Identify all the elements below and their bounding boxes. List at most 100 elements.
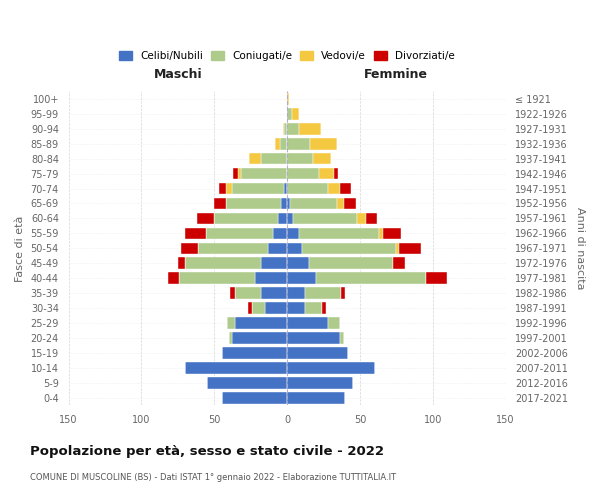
Bar bbox=[287, 153, 313, 164]
Bar bbox=[230, 288, 235, 299]
Bar bbox=[206, 228, 272, 239]
Bar bbox=[179, 272, 255, 284]
Bar bbox=[283, 123, 284, 134]
Bar bbox=[287, 288, 305, 299]
Bar bbox=[383, 228, 401, 239]
Bar bbox=[328, 317, 340, 329]
Bar bbox=[287, 138, 310, 149]
Bar bbox=[287, 272, 316, 284]
Bar bbox=[226, 182, 232, 194]
Bar bbox=[229, 332, 232, 344]
Bar bbox=[399, 242, 421, 254]
Bar bbox=[207, 377, 287, 388]
Bar bbox=[278, 212, 287, 224]
Bar bbox=[328, 182, 340, 194]
Bar bbox=[238, 168, 241, 179]
Bar bbox=[287, 212, 293, 224]
Bar bbox=[287, 347, 349, 359]
Bar bbox=[221, 347, 287, 359]
Bar bbox=[272, 228, 287, 239]
Bar bbox=[334, 168, 338, 179]
Bar bbox=[268, 242, 287, 254]
Bar bbox=[397, 242, 399, 254]
Bar bbox=[214, 198, 226, 209]
Bar bbox=[366, 212, 377, 224]
Bar bbox=[287, 317, 328, 329]
Bar bbox=[292, 108, 299, 120]
Bar bbox=[261, 153, 287, 164]
Bar bbox=[394, 258, 405, 269]
Bar bbox=[287, 123, 299, 134]
Bar bbox=[185, 228, 206, 239]
Bar bbox=[287, 242, 302, 254]
Bar bbox=[316, 272, 425, 284]
Bar bbox=[287, 93, 289, 104]
Bar bbox=[310, 138, 337, 149]
Bar bbox=[287, 362, 374, 374]
Bar bbox=[185, 258, 261, 269]
Y-axis label: Fasce di età: Fasce di età bbox=[15, 215, 25, 282]
Text: Femmine: Femmine bbox=[364, 68, 428, 81]
Bar bbox=[287, 198, 290, 209]
Bar bbox=[305, 288, 341, 299]
Bar bbox=[284, 123, 287, 134]
Bar bbox=[299, 123, 320, 134]
Bar bbox=[287, 168, 319, 179]
Bar bbox=[293, 212, 357, 224]
Bar bbox=[341, 288, 346, 299]
Bar bbox=[197, 212, 214, 224]
Bar bbox=[305, 302, 322, 314]
Bar bbox=[185, 362, 287, 374]
Bar bbox=[302, 242, 397, 254]
Bar bbox=[226, 198, 281, 209]
Bar bbox=[214, 212, 278, 224]
Bar bbox=[178, 258, 185, 269]
Text: Popolazione per età, sesso e stato civile - 2022: Popolazione per età, sesso e stato civil… bbox=[30, 445, 384, 458]
Bar bbox=[287, 392, 346, 404]
Bar bbox=[235, 288, 261, 299]
Bar bbox=[287, 182, 328, 194]
Bar bbox=[281, 198, 287, 209]
Bar bbox=[287, 302, 305, 314]
Bar bbox=[275, 138, 280, 149]
Bar bbox=[299, 228, 379, 239]
Bar bbox=[309, 258, 394, 269]
Bar bbox=[261, 288, 287, 299]
Bar bbox=[248, 302, 252, 314]
Bar bbox=[198, 242, 268, 254]
Legend: Celibi/Nubili, Coniugati/e, Vedovi/e, Divorziati/e: Celibi/Nubili, Coniugati/e, Vedovi/e, Di… bbox=[115, 46, 459, 65]
Bar bbox=[241, 168, 287, 179]
Bar bbox=[287, 228, 299, 239]
Bar bbox=[233, 168, 238, 179]
Bar bbox=[167, 272, 179, 284]
Bar bbox=[261, 258, 287, 269]
Bar bbox=[252, 302, 265, 314]
Text: COMUNE DI MUSCOLINE (BS) - Dati ISTAT 1° gennaio 2022 - Elaborazione TUTTITALIA.: COMUNE DI MUSCOLINE (BS) - Dati ISTAT 1°… bbox=[30, 473, 396, 482]
Bar bbox=[232, 332, 287, 344]
Bar bbox=[322, 302, 326, 314]
Text: Maschi: Maschi bbox=[154, 68, 202, 81]
Bar bbox=[319, 168, 334, 179]
Y-axis label: Anni di nascita: Anni di nascita bbox=[575, 207, 585, 290]
Bar bbox=[218, 182, 226, 194]
Bar bbox=[287, 258, 309, 269]
Bar bbox=[232, 182, 284, 194]
Bar bbox=[340, 332, 344, 344]
Bar bbox=[255, 272, 287, 284]
Bar bbox=[287, 332, 340, 344]
Bar bbox=[379, 228, 383, 239]
Bar bbox=[313, 153, 331, 164]
Bar bbox=[287, 108, 292, 120]
Bar bbox=[227, 317, 235, 329]
Bar bbox=[235, 317, 287, 329]
Bar bbox=[181, 242, 198, 254]
Bar bbox=[249, 153, 261, 164]
Bar bbox=[284, 182, 287, 194]
Bar bbox=[290, 198, 337, 209]
Bar bbox=[357, 212, 366, 224]
Bar bbox=[265, 302, 287, 314]
Bar bbox=[287, 377, 353, 388]
Bar bbox=[340, 182, 351, 194]
Bar bbox=[280, 138, 287, 149]
Bar bbox=[425, 272, 448, 284]
